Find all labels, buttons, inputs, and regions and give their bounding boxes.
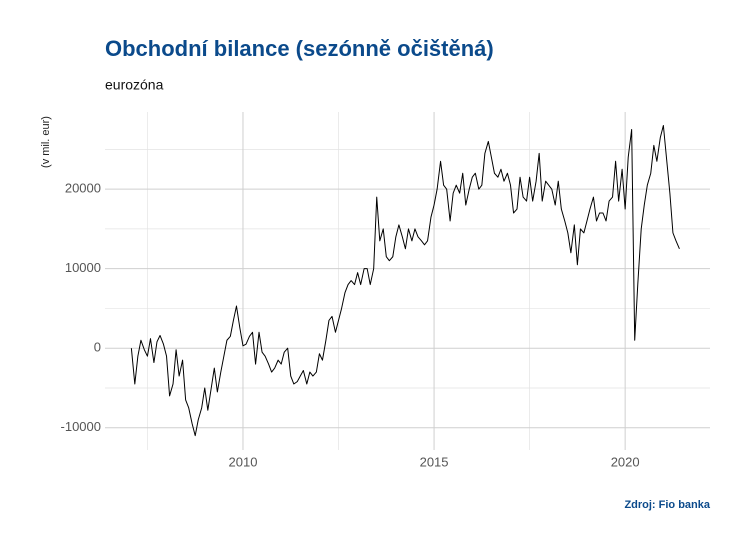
x-tick-label: 2010 [229, 454, 258, 469]
y-tick-label: -10000 [61, 419, 101, 434]
y-tick-label: 10000 [65, 260, 101, 275]
x-tick-label: 2020 [611, 454, 640, 469]
chart-subtitle: eurozóna [105, 77, 164, 93]
y-axis-label: (v mil. eur) [40, 116, 52, 168]
data-line [130, 125, 680, 437]
y-tick-label: 0 [94, 340, 101, 355]
y-tick-label: 20000 [65, 181, 101, 196]
caption: Zdroj: Fio banka [624, 499, 710, 511]
chart-title: Obchodní bilance (sezónně očištěná) [105, 36, 494, 61]
x-tick-label: 2015 [420, 454, 449, 469]
